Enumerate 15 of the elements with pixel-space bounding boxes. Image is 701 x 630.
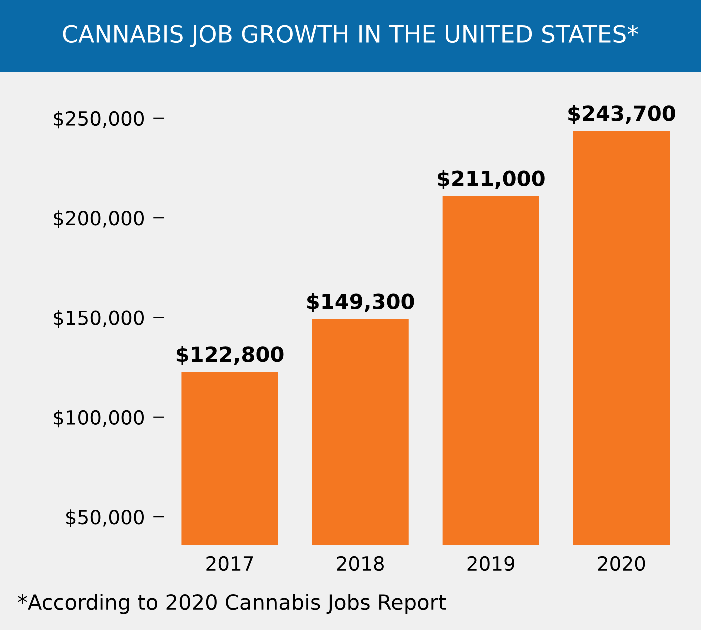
- text: *According to 2020 Cannabis Jobs Report: [18, 594, 446, 614]
- y-tick-label: $150,000: [54, 310, 144, 328]
- x-tick-label: 2019: [468, 556, 515, 572]
- y-tick-label: $50,000: [66, 510, 144, 528]
- x-tick-label: 2017: [206, 556, 254, 572]
- y-tick-label: $100,000: [54, 410, 144, 428]
- x-tick-label: 2020: [598, 556, 646, 572]
- y-tick-label: $250,000: [54, 111, 144, 129]
- x-tick-label: 2018: [337, 556, 384, 572]
- data-label: $122,800: [176, 346, 284, 366]
- chart-title: CANNABIS JOB GROWTH IN THE UNITED STATES*: [63, 25, 638, 48]
- y-tick-label: $200,000: [54, 210, 144, 228]
- data-label: $243,700: [568, 105, 676, 124]
- data-label: $211,000: [438, 170, 545, 190]
- data-label: $149,300: [308, 293, 414, 312]
